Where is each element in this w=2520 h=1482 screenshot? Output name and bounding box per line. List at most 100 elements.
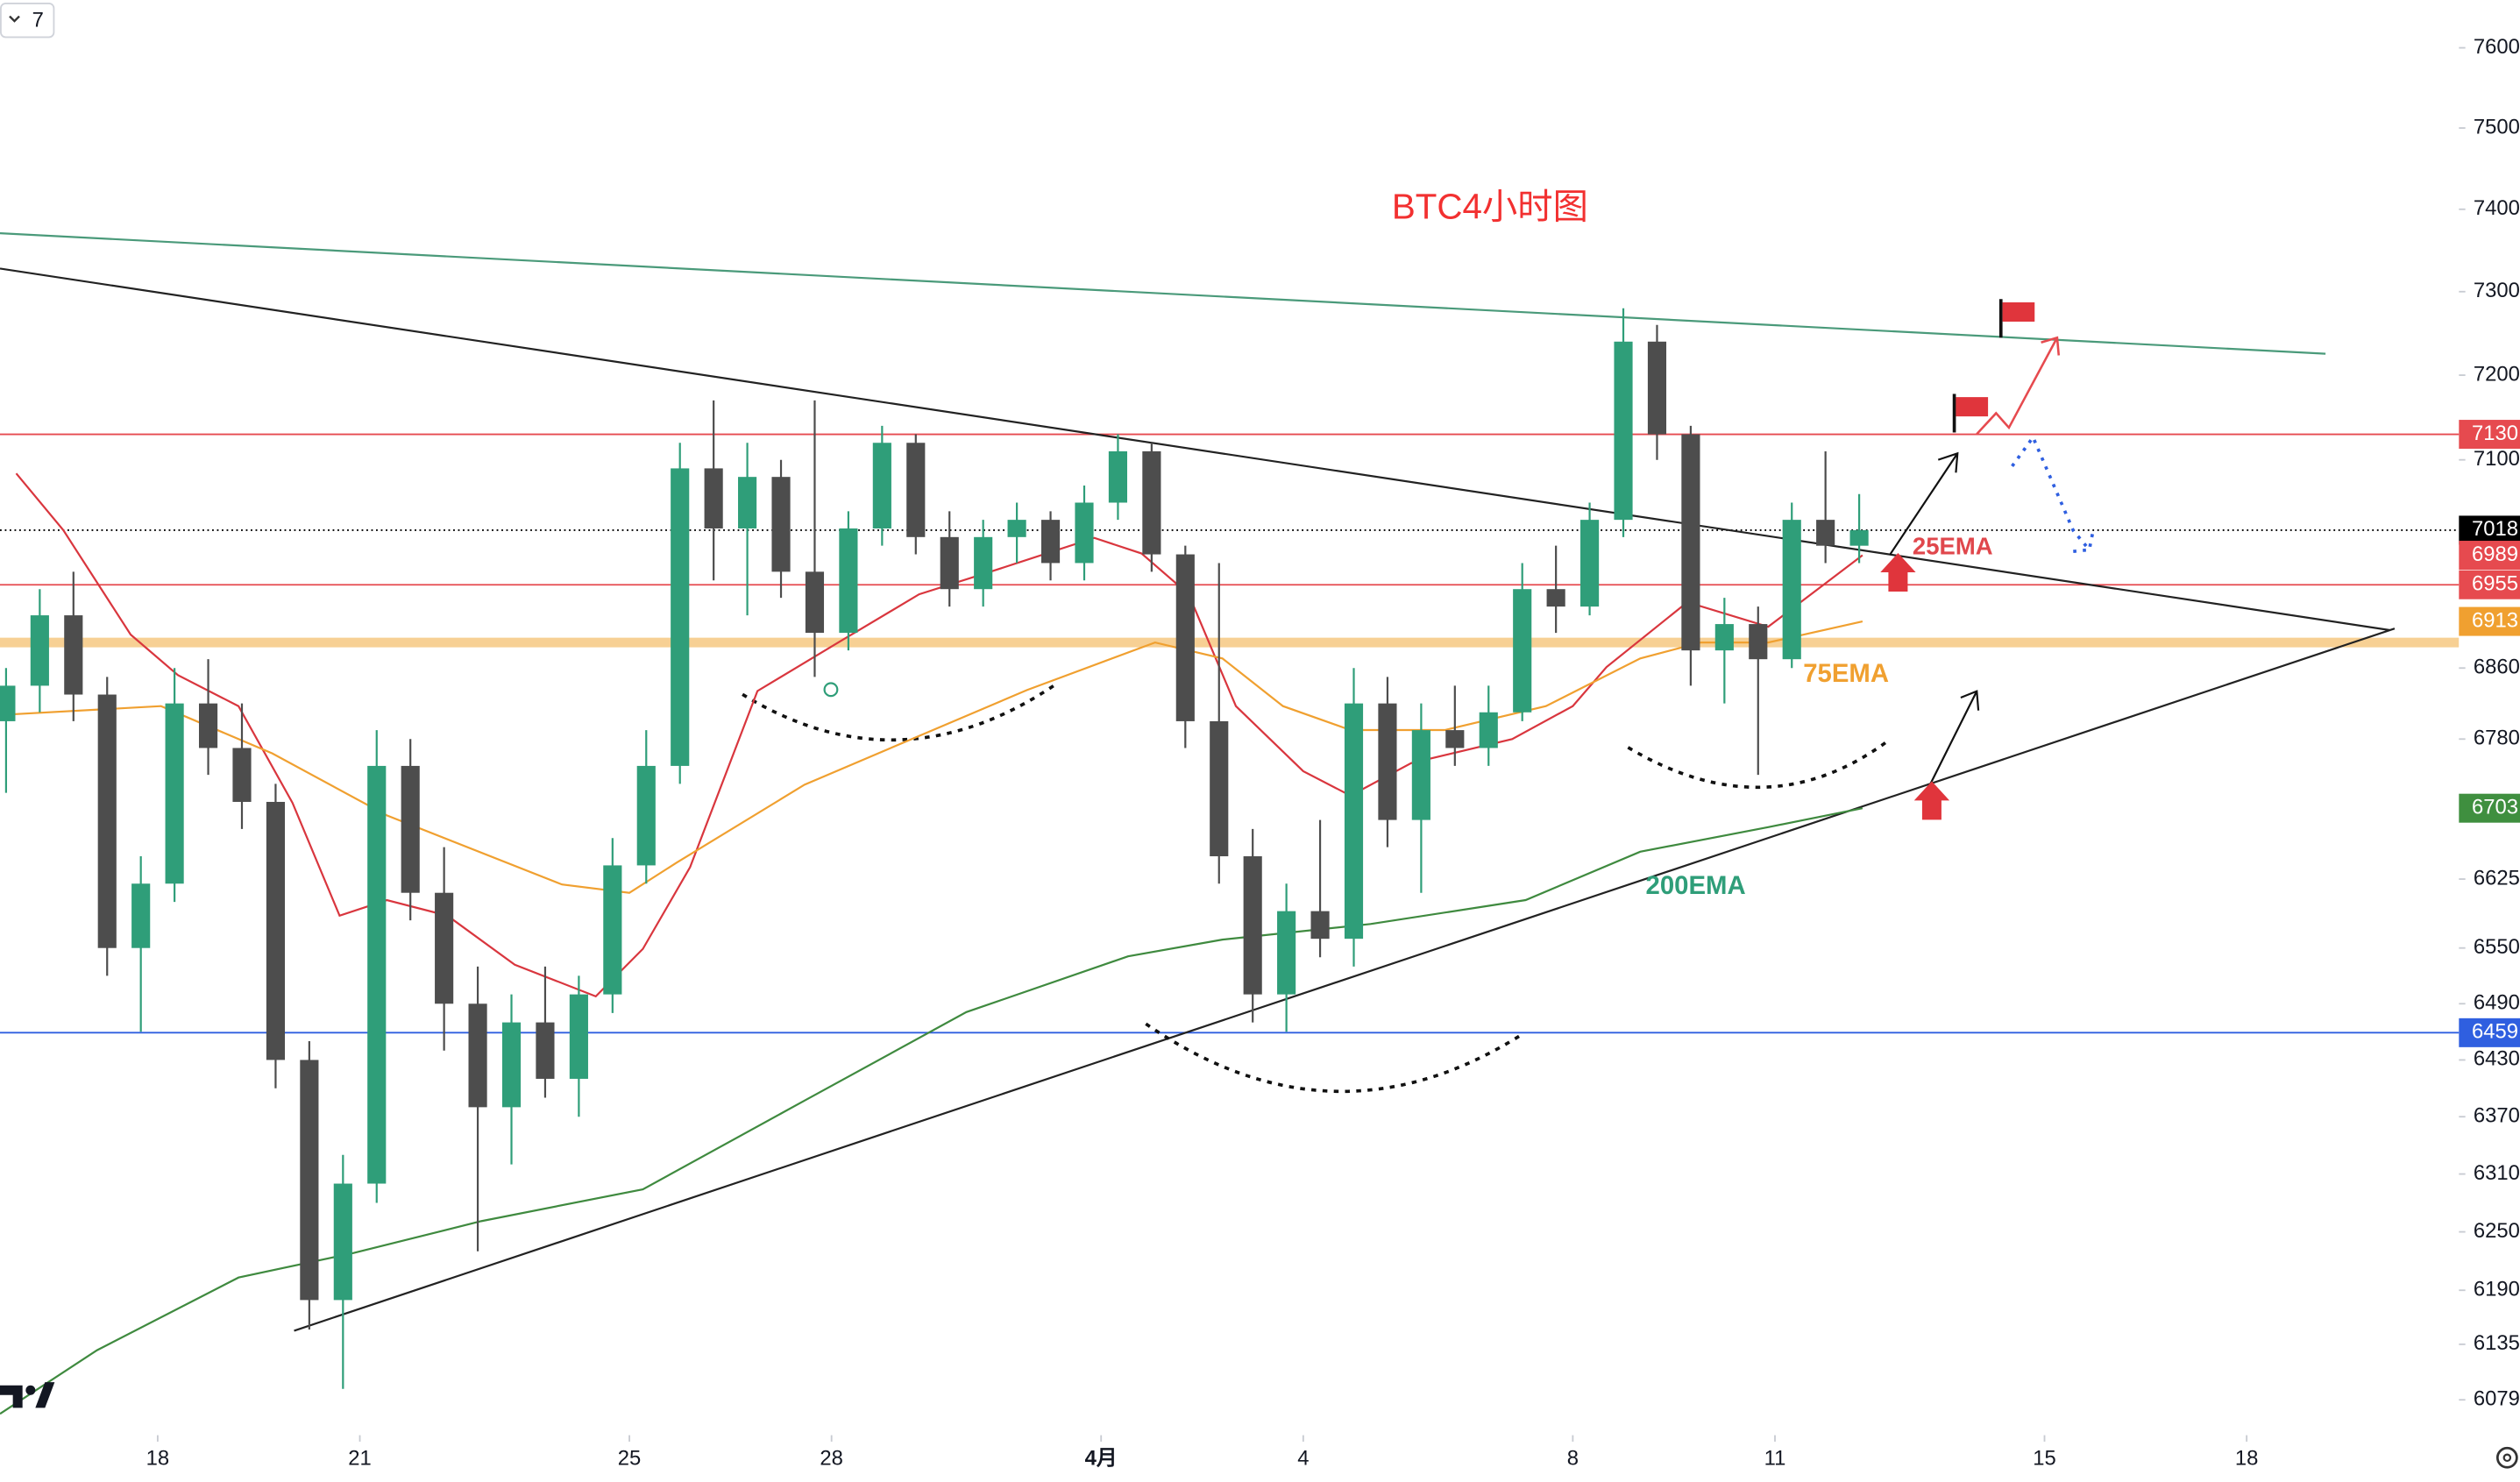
arrow: [1889, 451, 1959, 556]
price-tag: [2459, 420, 2520, 450]
candle-body: [569, 994, 588, 1079]
candle-body: [1210, 720, 1229, 857]
y-tick-label: 7100: [2474, 447, 2520, 471]
logo-part: [35, 1382, 55, 1408]
price-tag-label: 6913: [2472, 608, 2518, 632]
candle-body: [738, 477, 757, 528]
price-axis: [2459, 0, 2520, 1482]
y-tick-label: 6310: [2474, 1161, 2520, 1185]
candle-body: [232, 748, 252, 802]
candle-body: [367, 765, 387, 1184]
candle-body: [906, 443, 926, 537]
up-arrow: [1880, 552, 1916, 592]
candle-body: [1243, 856, 1262, 995]
candle-body: [1378, 703, 1397, 820]
candle-body: [1614, 341, 1633, 521]
candle-body: [704, 468, 723, 528]
arc: [742, 681, 1059, 742]
price-tag-label: 6459: [2472, 1020, 2518, 1044]
price-tag-label: 7130: [2472, 422, 2518, 445]
interval-label: 7: [32, 8, 44, 32]
y-tick-label: 6250: [2474, 1219, 2520, 1243]
y-tick-label: 6135: [2474, 1331, 2520, 1355]
flag: [2002, 301, 2035, 322]
x-tick-label: 4: [1297, 1446, 1309, 1470]
badge-box[interactable]: [0, 2, 55, 39]
annotation: 75EMA: [1803, 659, 1889, 688]
candle-body: [1782, 520, 1801, 660]
arrow: [1976, 336, 2061, 436]
marker: [823, 682, 839, 698]
price-tag-label: 6703: [2472, 795, 2518, 819]
trendline: [0, 232, 2326, 355]
x-tick-label: 21: [348, 1446, 372, 1470]
annotation: 25EMA: [1913, 533, 1993, 560]
candle-body: [1108, 450, 1127, 503]
candle-body: [1479, 712, 1498, 748]
candle-body: [64, 615, 83, 695]
price-tag-label: 7018: [2472, 517, 2518, 541]
candle-body: [198, 703, 218, 748]
trendline: [0, 267, 2390, 632]
candle-body: [1175, 554, 1195, 721]
candle-body: [536, 1022, 555, 1079]
candle-body: [974, 536, 993, 590]
y-tick-label: 7400: [2474, 196, 2520, 220]
candle-body: [1816, 520, 1835, 546]
gear[interactable]: [2495, 1446, 2518, 1469]
candle-body: [940, 536, 959, 590]
y-tick-label: 6860: [2474, 656, 2520, 679]
chevron: [9, 15, 20, 23]
candle-body: [1411, 730, 1430, 820]
logo: [0, 1382, 55, 1408]
candle-body: [1445, 730, 1465, 748]
candle-body: [401, 765, 420, 893]
annotation: 200EMA: [1646, 871, 1746, 900]
logo-part: [0, 1385, 23, 1408]
candles: [0, 308, 1869, 1389]
interval-button[interactable]: 7: [0, 2, 55, 39]
settings-icon[interactable]: [2495, 1446, 2518, 1469]
candle-body: [1277, 911, 1296, 995]
candle-body: [435, 892, 454, 1004]
candle-body: [0, 685, 16, 721]
candle-body: [97, 694, 117, 948]
ema-line: [0, 807, 1863, 1415]
candle-body: [1040, 520, 1061, 564]
x-tick-label: 25: [618, 1446, 642, 1470]
annotation: BTC4小时图: [1392, 186, 1588, 226]
price-tag: [2459, 793, 2520, 823]
candle-body: [1849, 529, 1869, 546]
candle-body: [771, 477, 791, 572]
ema-line: [15, 472, 1863, 998]
annotations: BTC4小时图 25EMA 75EMA 200EMA: [1392, 186, 1993, 900]
x-tick-label: 18: [146, 1446, 170, 1470]
candle-body: [333, 1183, 352, 1301]
ema-line: [0, 620, 1863, 894]
candle-body: [1749, 624, 1768, 660]
price-tag-label: 6989: [2472, 542, 2518, 566]
emas: [0, 472, 1863, 1415]
price-tag: [2459, 541, 2520, 571]
x-tick-label: 4月: [1085, 1446, 1118, 1470]
candle-body: [131, 883, 151, 948]
candle-body: [1647, 341, 1667, 435]
y-tick-label: 7600: [2474, 35, 2520, 59]
logo-part: [25, 1385, 36, 1395]
candle-body: [1546, 589, 1565, 607]
arc: [1145, 1022, 1525, 1094]
x-tick-label: 18: [2235, 1446, 2259, 1470]
candle-body: [30, 615, 49, 686]
candle-body: [1075, 502, 1094, 564]
candle-body: [1142, 450, 1161, 555]
candle-body: [266, 801, 286, 1060]
price-tag: [2459, 515, 2520, 545]
y-tick-label: 6550: [2474, 935, 2520, 959]
y-tick-label: 7500: [2474, 115, 2520, 138]
gear-hub: [2502, 1453, 2512, 1463]
candle-body: [1344, 703, 1364, 940]
y-tick-label: 6430: [2474, 1047, 2520, 1071]
price-tag: [2459, 1018, 2520, 1047]
